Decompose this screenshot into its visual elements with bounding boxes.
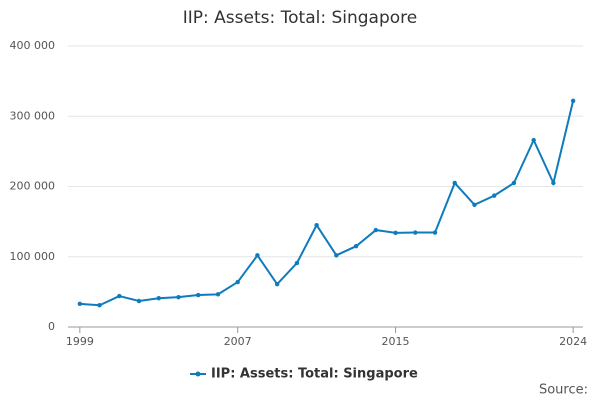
legend-label: IIP: Assets: Total: Singapore	[211, 367, 418, 382]
point	[551, 180, 556, 186]
point	[452, 180, 457, 186]
point	[97, 303, 102, 308]
x-tick-label: 2007	[224, 335, 252, 348]
source: Source:	[539, 383, 588, 398]
point	[117, 293, 122, 299]
point	[492, 193, 497, 198]
point	[176, 294, 181, 300]
line	[79, 100, 575, 307]
point	[511, 180, 517, 186]
point	[353, 244, 359, 249]
point	[136, 298, 142, 304]
point	[393, 230, 398, 236]
point	[235, 279, 240, 285]
point	[215, 292, 221, 297]
point	[373, 227, 379, 233]
point	[255, 253, 260, 258]
x-tick-label: 2015	[382, 335, 410, 348]
x-tick-label: 2024	[559, 335, 587, 348]
point	[314, 222, 319, 228]
point	[413, 230, 418, 235]
x-tick-label: 1999	[66, 335, 94, 348]
point	[196, 292, 201, 298]
chart-title: IIP: Assets: Total: Singapore	[183, 8, 417, 28]
y-tick-label: 200 000	[10, 180, 56, 193]
point	[274, 281, 280, 287]
point	[156, 295, 161, 301]
point	[472, 202, 477, 207]
y-tick-label: 400 000	[10, 39, 56, 52]
y-tick-label: 300 000	[10, 109, 56, 122]
point	[570, 98, 576, 103]
point	[334, 253, 339, 258]
legend-marker	[195, 371, 201, 377]
point	[294, 260, 300, 266]
point	[77, 301, 83, 307]
point	[531, 137, 536, 143]
y-tick-label: 0	[48, 320, 55, 333]
y-tick-label: 100 000	[10, 250, 56, 263]
point	[432, 230, 438, 235]
